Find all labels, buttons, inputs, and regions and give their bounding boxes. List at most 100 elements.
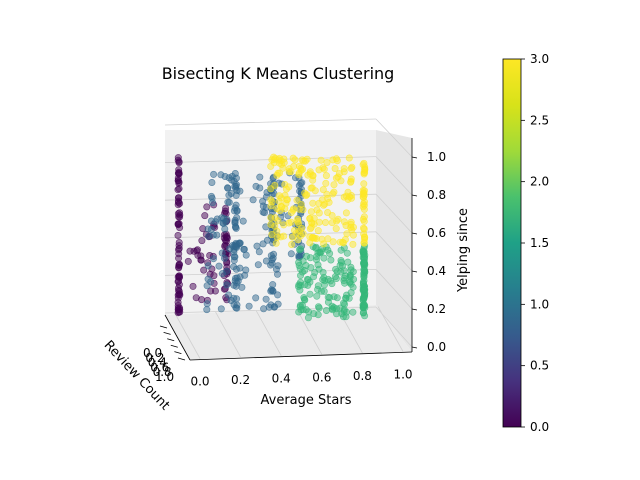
scatter-point-cluster-3 (285, 219, 293, 227)
scatter-point-cluster-3 (328, 219, 336, 227)
x-axis-line (189, 351, 413, 361)
scatter-point-cluster-0 (174, 186, 182, 194)
z-grid-line (375, 156, 413, 196)
scatter-point-cluster-0 (193, 247, 201, 255)
scatter-points (174, 153, 369, 322)
scatter-point-cluster-3 (274, 217, 282, 225)
scatter-point-cluster-3 (322, 172, 330, 180)
scatter-point-cluster-1 (225, 174, 233, 182)
scatter-point-cluster-3 (337, 177, 345, 185)
scatter-point-cluster-3 (293, 215, 301, 223)
scatter-point-cluster-2 (326, 294, 334, 302)
y-tick-label: 0.8 (153, 365, 172, 379)
scatter-point-cluster-1 (213, 231, 221, 239)
z-tick-mark (411, 308, 418, 311)
scatter-point-cluster-2 (337, 246, 345, 254)
scatter-point-cluster-1 (224, 184, 232, 192)
scatter-point-cluster-0 (203, 203, 211, 211)
scatter-point-cluster-2 (326, 250, 334, 258)
scatter-point-cluster-0 (176, 224, 184, 232)
scatter-point-cluster-2 (342, 294, 350, 302)
scatter-point-cluster-1 (230, 253, 238, 261)
scatter-point-cluster-3 (272, 239, 280, 247)
y-tick-mark (170, 344, 178, 348)
scatter-point-cluster-1 (203, 306, 211, 314)
scatter-point-cluster-2 (304, 314, 312, 322)
scatter-point-cluster-3 (271, 222, 279, 230)
scatter-point-cluster-1 (219, 219, 227, 227)
scatter-point-cluster-3 (295, 169, 303, 177)
scatter-point-cluster-1 (273, 270, 281, 278)
colorbar-tick-label: 2.0 (530, 175, 549, 189)
x-grid-line (255, 310, 282, 356)
scatter-point-cluster-2 (295, 308, 303, 316)
scatter-point-cluster-2 (327, 256, 335, 264)
scatter-point-cluster-3 (323, 159, 331, 167)
scatter-point-cluster-0 (200, 266, 208, 274)
z-axis-label: Yelping since (456, 208, 471, 293)
scatter-point-cluster-2 (314, 303, 322, 311)
scatter-point-cluster-3 (283, 196, 291, 204)
scatter-point-cluster-1 (230, 177, 238, 185)
scatter-point-cluster-3 (306, 215, 314, 223)
scatter-point-cluster-2 (319, 276, 327, 284)
scatter-point-cluster-0 (174, 273, 182, 281)
z-tick-label: 0.0 (427, 340, 446, 354)
scatter-point-cluster-1 (233, 279, 241, 287)
scatter-point-cluster-3 (273, 205, 281, 213)
scatter-point-cluster-2 (299, 257, 307, 265)
scatter-point-cluster-1 (217, 305, 225, 313)
colorbar-ticks: 0.0 0.5 1.0 1.5 2.0 2.5 3.0 (521, 52, 549, 434)
scatter-point-cluster-3 (300, 157, 308, 165)
scatter-point-cluster-3 (339, 238, 347, 246)
scatter-point-cluster-3 (343, 230, 351, 238)
z-tick-mark (411, 270, 418, 273)
scatter-point-cluster-2 (320, 287, 328, 295)
scatter-point-cluster-0 (223, 234, 231, 242)
scatter-point-cluster-3 (321, 219, 329, 227)
colorbar-tick-label: 0.0 (530, 420, 549, 434)
scatter-point-cluster-1 (263, 236, 271, 244)
scatter-point-cluster-1 (262, 295, 270, 303)
y-tick-label: 0.4 (148, 356, 167, 370)
z-grid-line (375, 269, 413, 310)
scatter-point-cluster-1 (287, 250, 295, 258)
scatter-point-cluster-1 (274, 291, 282, 299)
scatter-point-cluster-1 (207, 192, 215, 200)
scatter-point-cluster-2 (333, 268, 341, 276)
scatter-point-cluster-2 (313, 292, 321, 300)
scatter-point-cluster-3 (342, 209, 350, 217)
scatter-point-cluster-3 (280, 232, 288, 240)
x-grid-line (215, 311, 241, 358)
scatter-point-cluster-3 (322, 179, 330, 187)
scatter-point-cluster-1 (240, 245, 248, 253)
scatter-point-cluster-2 (311, 268, 319, 276)
scatter-point-cluster-3 (360, 233, 368, 241)
z-tick-label: 0.6 (427, 226, 446, 240)
scatter-point-cluster-1 (210, 255, 218, 263)
colorbar-gradient (502, 58, 522, 428)
x-tick-label: 0.2 (231, 373, 250, 387)
scatter-point-cluster-3 (288, 241, 296, 249)
scatter-point-cluster-2 (301, 296, 309, 304)
scatter-point-cluster-3 (309, 199, 317, 207)
z-grid-line (375, 306, 413, 348)
scatter-point-cluster-1 (203, 300, 211, 308)
scatter-point-cluster-3 (277, 157, 285, 165)
scatter-point-cluster-2 (340, 274, 348, 282)
scatter-point-cluster-2 (360, 266, 368, 274)
scatter-point-cluster-2 (337, 256, 345, 264)
tick-labels: 0.0 0.2 0.4 0.6 0.8 1.00.00.20.40.60.81.00.00… (143, 150, 446, 389)
scatter-point-cluster-1 (208, 179, 216, 187)
scatter-point-cluster-2 (317, 248, 325, 256)
z-tick-mark (411, 194, 418, 197)
scatter-point-cluster-2 (332, 274, 340, 282)
z-grid-line (375, 118, 413, 158)
scatter-point-cluster-1 (269, 254, 277, 262)
scatter-point-cluster-0 (186, 247, 194, 255)
scatter-point-cluster-0 (210, 272, 218, 280)
scatter-point-cluster-0 (175, 290, 183, 298)
scatter-point-cluster-1 (269, 281, 277, 289)
scatter-point-cluster-3 (345, 193, 353, 201)
y-tick-label: 1.0 (155, 370, 174, 384)
